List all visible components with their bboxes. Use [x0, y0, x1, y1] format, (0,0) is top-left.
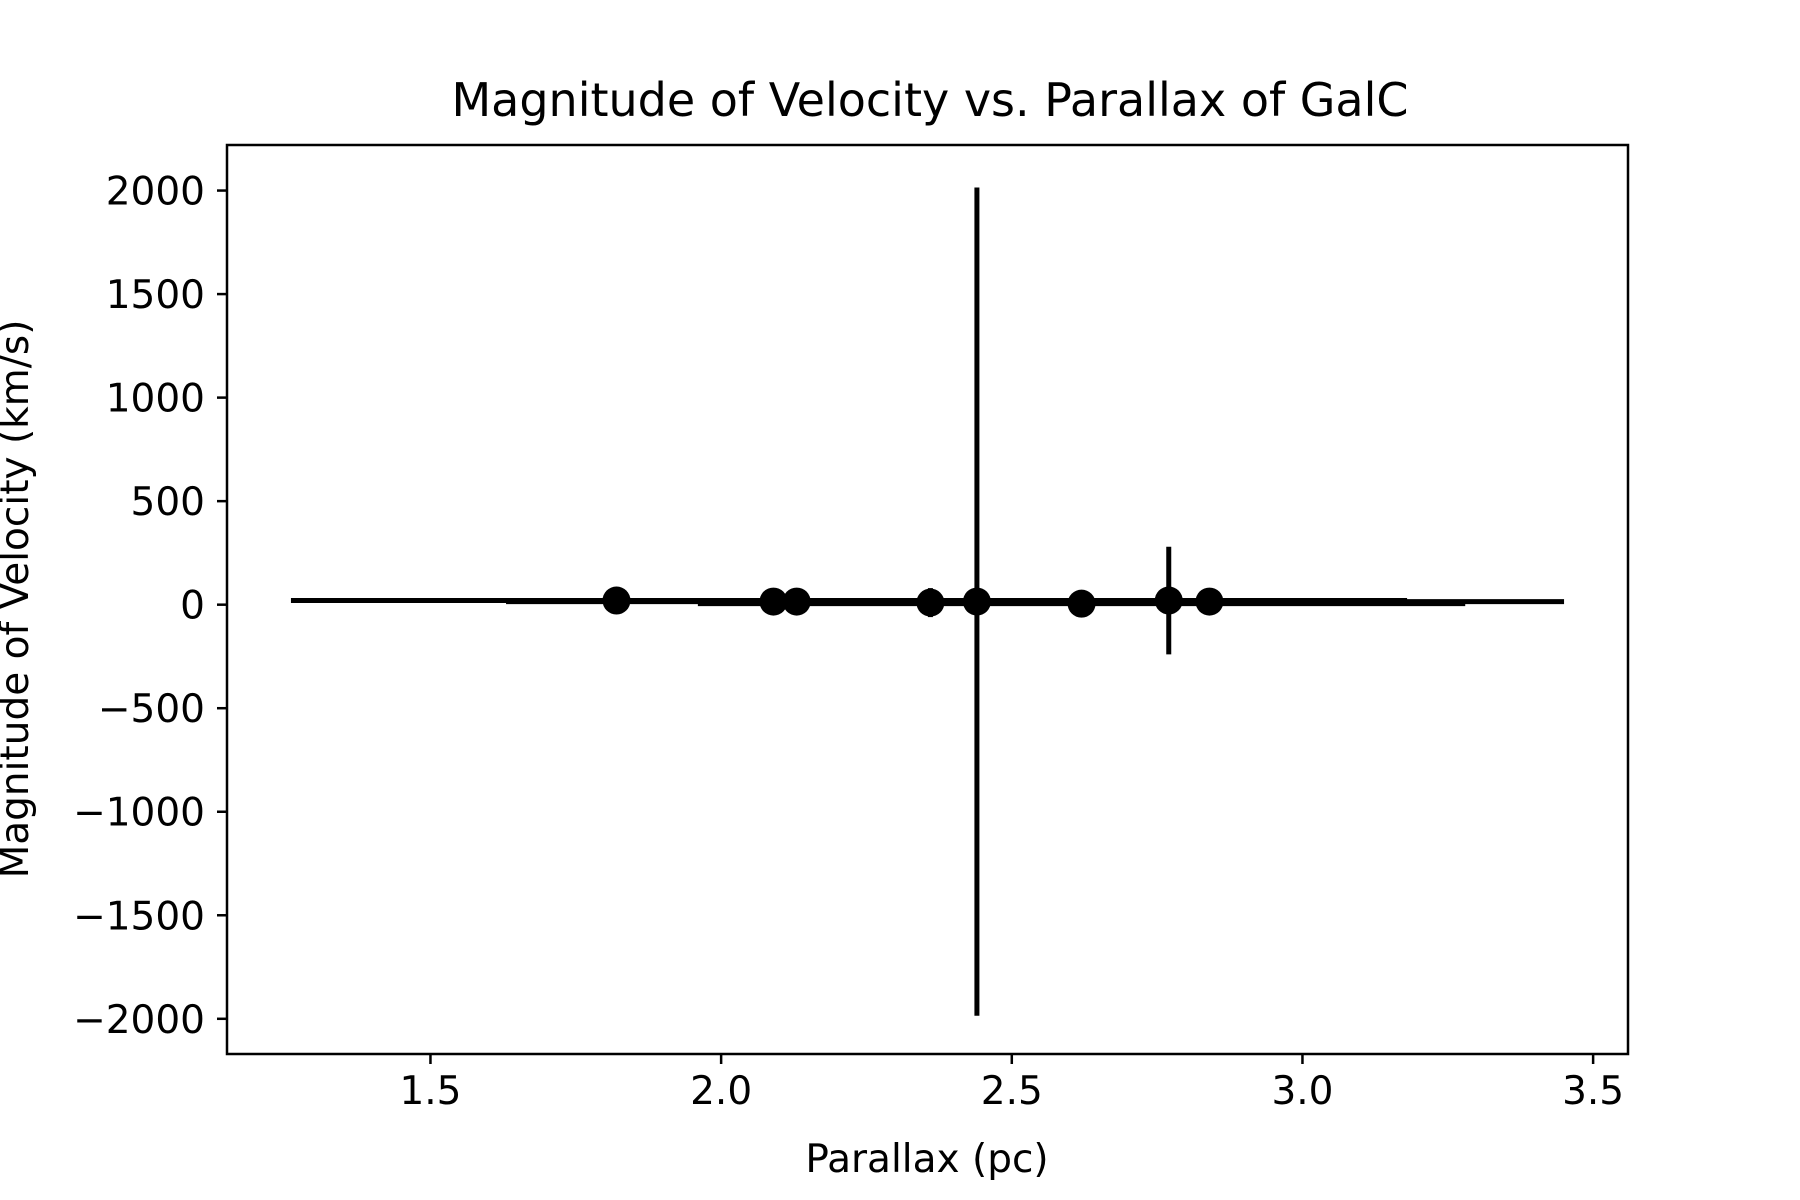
data-point: [1195, 587, 1224, 616]
chart-title: Magnitude of Velocity vs. Parallax of Ga…: [451, 73, 1408, 127]
y-tick-label: −1500: [73, 894, 205, 939]
data-point: [759, 587, 788, 616]
x-tick-label: 2.5: [981, 1069, 1043, 1114]
y-tick-label: 1000: [106, 377, 205, 422]
y-tick-label: −1000: [73, 791, 205, 836]
axes-frame: [225, 143, 1630, 1056]
x-axis: 1.5 2.0 2.5 3.0 3.5: [399, 1054, 1624, 1114]
plot-area: [290, 187, 1565, 1016]
data-point: [962, 587, 991, 616]
y-tick-label: 2000: [106, 170, 205, 215]
x-axis-label: Parallax (pc): [805, 1137, 1048, 1182]
x-tick-label: 3.0: [1271, 1069, 1333, 1114]
data-point: [1154, 586, 1183, 615]
y-tick-label: 1500: [106, 273, 205, 318]
y-tick-label: −500: [98, 687, 205, 732]
data-point: [602, 586, 631, 615]
y-axis: 2000 1500 1000 500 0 −500 −1000 −1500 −2000: [73, 170, 227, 1043]
data-point: [1067, 589, 1096, 618]
y-axis-label: Magnitude of Velocity (km/s): [0, 320, 38, 879]
data-point: [916, 588, 945, 617]
x-tick-label: 1.5: [399, 1069, 461, 1114]
data-point: [782, 587, 811, 616]
x-tick-label: 2.0: [690, 1069, 752, 1114]
y-tick-label: 0: [180, 584, 205, 629]
y-tick-label: −2000: [73, 998, 205, 1043]
x-tick-label: 3.5: [1562, 1069, 1624, 1114]
y-tick-label: 500: [131, 480, 205, 525]
